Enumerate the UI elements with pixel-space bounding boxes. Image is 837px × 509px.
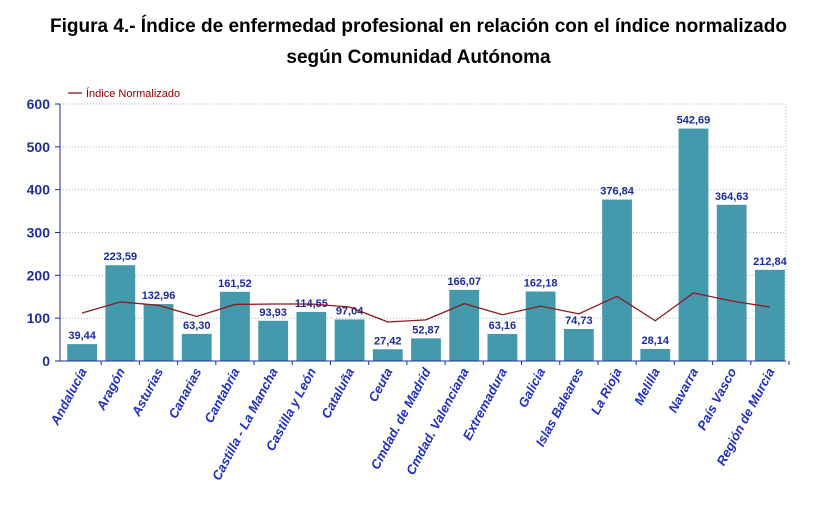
chart-title-line2: según Comunidad Autónoma <box>286 47 551 68</box>
bar-value-label: 364,63 <box>715 191 749 203</box>
bar-value-label: 132,96 <box>142 290 176 302</box>
bar <box>372 349 403 361</box>
bar <box>678 128 709 361</box>
x-tick-label: País Vasco <box>694 365 739 432</box>
plot-area <box>59 103 787 362</box>
bar-value-label: 223,59 <box>103 251 137 263</box>
bar-value-label: 52,87 <box>412 324 440 336</box>
bar-value-label: 166,07 <box>447 276 481 288</box>
x-tick-label: Melilla <box>631 365 663 407</box>
bar-value-label: 97,04 <box>336 305 364 317</box>
bar <box>716 204 747 361</box>
bar <box>105 265 136 361</box>
bar <box>181 333 212 361</box>
bar <box>258 320 289 361</box>
bar-value-label: 376,84 <box>600 186 635 198</box>
bar-value-label: 27,42 <box>374 335 402 347</box>
x-tick-label: La Rioja <box>588 365 625 417</box>
bar-value-label: 28,14 <box>641 335 669 347</box>
bar-value-label: 212,84 <box>753 256 788 268</box>
y-tick-label: 600 <box>27 96 51 112</box>
y-tick-label: 500 <box>27 139 51 155</box>
y-tick-label: 200 <box>27 267 51 283</box>
bar-value-label: 63,30 <box>183 320 211 332</box>
legend: Índice Normalizado <box>68 87 180 100</box>
y-tick-label: 400 <box>27 182 51 198</box>
bar <box>487 333 518 361</box>
x-axis-labels: Andalucía Aragón Asturias CanariasCantabria… <box>47 361 790 483</box>
bar-value-label: 542,69 <box>677 115 711 127</box>
x-tick-label: Cantabria <box>201 365 242 425</box>
bar-value-label: 74,73 <box>565 315 593 327</box>
y-axis-ticks: 0 100 200 300 400 500 600 <box>27 96 60 369</box>
x-tick-label: Asturias <box>128 365 166 419</box>
bar <box>296 311 327 361</box>
chart-title-line1: Figura 4.- Índice de enfermedad profesio… <box>50 16 787 37</box>
bar <box>220 291 250 361</box>
bar <box>602 199 632 361</box>
y-tick-label: 0 <box>42 353 50 369</box>
bar-value-label: 161,52 <box>218 278 252 290</box>
value-labels: 39,44223,59132,9663,30161,5293,93114,559… <box>68 115 787 348</box>
bar-value-label: 162,18 <box>524 278 558 290</box>
x-tick-label: Andalucía <box>47 365 90 428</box>
grid <box>60 103 786 319</box>
bar <box>754 269 785 361</box>
legend-label: Índice Normalizado <box>86 87 180 100</box>
x-tick-label: Aragón <box>93 365 128 413</box>
bar <box>449 289 480 361</box>
x-tick-label: Navarra <box>665 365 701 415</box>
bar-value-label: 39,44 <box>68 330 96 342</box>
bar <box>411 338 441 361</box>
x-tick-label: Cataluña <box>318 365 357 421</box>
bar <box>334 319 365 361</box>
bar-value-label: 93,93 <box>259 307 287 319</box>
bar-value-label: 63,16 <box>489 320 517 332</box>
y-tick-label: 100 <box>27 310 51 326</box>
line-indice-normalizado <box>81 292 770 323</box>
bar <box>563 328 594 361</box>
bar <box>67 344 98 361</box>
bar <box>143 304 174 361</box>
x-tick-label: Galicia <box>515 365 548 410</box>
x-tick-label: Canarias <box>165 365 204 421</box>
bar <box>525 291 556 361</box>
y-tick-label: 300 <box>27 225 51 241</box>
bars <box>67 128 785 361</box>
line-series <box>81 292 770 323</box>
x-tick-label: Ceuta <box>365 365 395 404</box>
bar <box>640 348 671 361</box>
